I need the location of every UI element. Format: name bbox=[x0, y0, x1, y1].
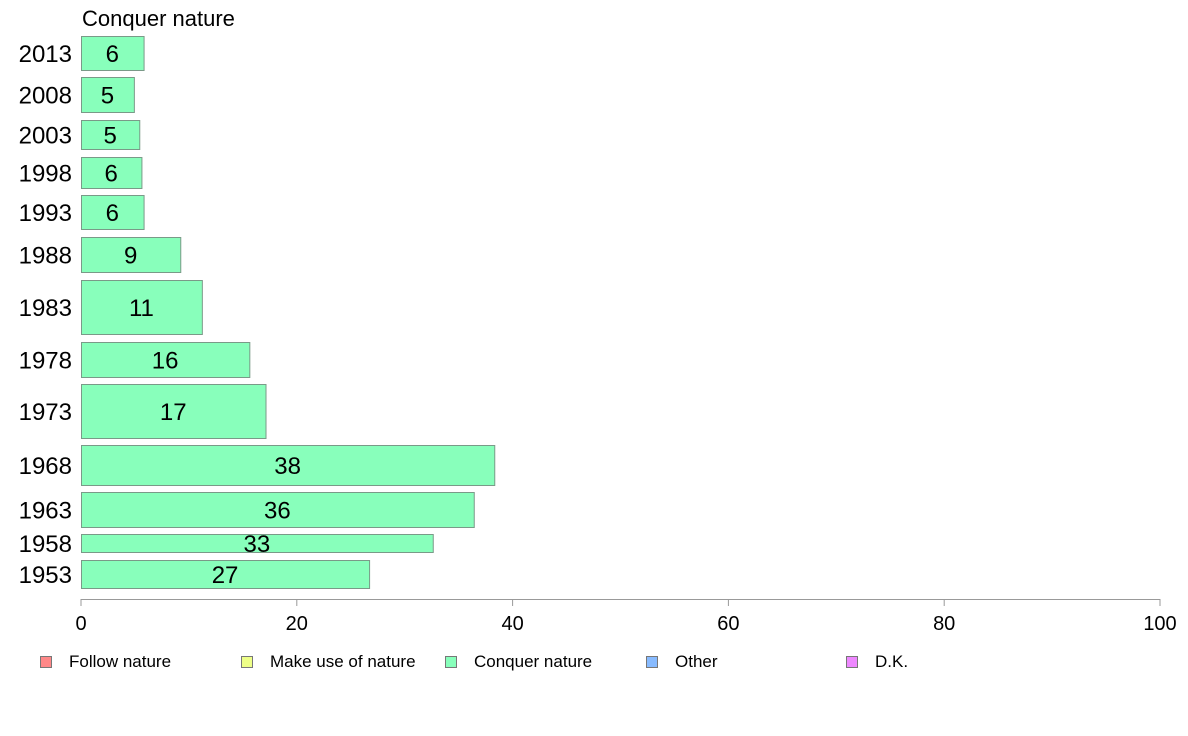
y-tick-label: 1988 bbox=[19, 243, 72, 270]
bar-2003 bbox=[81, 120, 141, 150]
bar-1993 bbox=[81, 195, 145, 230]
data-label: 9 bbox=[124, 243, 137, 270]
legend-item: Make use of nature bbox=[241, 652, 416, 672]
data-label: 16 bbox=[152, 348, 179, 375]
data-label: 36 bbox=[264, 498, 291, 525]
legend-label: D.K. bbox=[875, 652, 909, 671]
legend-label: Make use of nature bbox=[270, 652, 416, 671]
x-tick-label: 60 bbox=[717, 613, 739, 635]
y-tick-label: 1978 bbox=[19, 348, 72, 375]
bars-group: 2013 6 2008 5 2003 5 1998 6 1993 6 1988 9 1983 11 1978… bbox=[19, 36, 496, 589]
data-label: 33 bbox=[244, 531, 271, 558]
data-label: 6 bbox=[106, 41, 119, 68]
data-label: 5 bbox=[101, 83, 114, 110]
legend-label: Conquer nature bbox=[474, 652, 593, 671]
legend-item: Other bbox=[646, 652, 718, 672]
legend-label: Other bbox=[675, 652, 718, 671]
y-tick-label: 1963 bbox=[19, 498, 72, 525]
y-tick-label: 1998 bbox=[19, 161, 72, 188]
legend-item: Conquer nature bbox=[445, 652, 592, 672]
y-tick-label: 1993 bbox=[19, 200, 72, 227]
legend-item: Follow nature bbox=[40, 652, 171, 672]
legend-swatch bbox=[40, 656, 52, 668]
bar-1953 bbox=[81, 560, 371, 589]
y-tick-label: 1983 bbox=[19, 295, 72, 322]
y-tick-label: 2003 bbox=[19, 123, 72, 150]
x-tick-label: 100 bbox=[1143, 613, 1176, 635]
data-label: 6 bbox=[106, 200, 119, 227]
data-label: 6 bbox=[105, 161, 118, 188]
y-tick-label: 1973 bbox=[19, 399, 72, 426]
bar-1983 bbox=[81, 280, 203, 335]
y-tick-label: 1968 bbox=[19, 453, 72, 480]
x-axis: 0 20 40 60 80 100 bbox=[75, 599, 1177, 635]
data-label: 5 bbox=[103, 123, 116, 150]
bar-1963 bbox=[81, 492, 475, 528]
data-label: 27 bbox=[212, 562, 239, 589]
y-tick-label: 1958 bbox=[19, 531, 72, 558]
legend-swatch bbox=[646, 656, 658, 668]
data-label: 17 bbox=[160, 399, 187, 426]
data-label: 38 bbox=[274, 453, 301, 480]
bar-1998 bbox=[81, 157, 143, 189]
chart-title: Conquer nature bbox=[82, 6, 235, 31]
y-tick-label: 2008 bbox=[19, 83, 72, 110]
x-tick-label: 0 bbox=[75, 613, 86, 635]
bar-1978 bbox=[81, 342, 251, 378]
y-tick-label: 2013 bbox=[19, 41, 72, 68]
bar-2013 bbox=[81, 36, 145, 71]
legend-label: Follow nature bbox=[69, 652, 172, 671]
bar-1973 bbox=[81, 384, 267, 439]
y-tick-label: 1953 bbox=[19, 562, 72, 589]
bar-2008 bbox=[81, 77, 135, 113]
legend: Follow nature Make use of nature Conquer n… bbox=[40, 652, 1140, 674]
legend-swatch bbox=[241, 656, 253, 668]
x-tick-label: 40 bbox=[501, 613, 523, 635]
bar-chart: Conquer nature 2013 6 2008 5 2003 5 1998 6 1993 6… bbox=[19, 6, 1177, 635]
bar-1988 bbox=[81, 237, 182, 273]
x-tick-label: 20 bbox=[286, 613, 308, 635]
legend-swatch bbox=[445, 656, 457, 668]
legend-item: D.K. bbox=[846, 652, 908, 672]
x-tick-label: 80 bbox=[933, 613, 955, 635]
bar-1968 bbox=[81, 445, 496, 486]
bar-1958 bbox=[81, 534, 434, 553]
data-label: 11 bbox=[129, 295, 154, 322]
legend-swatch bbox=[846, 656, 858, 668]
